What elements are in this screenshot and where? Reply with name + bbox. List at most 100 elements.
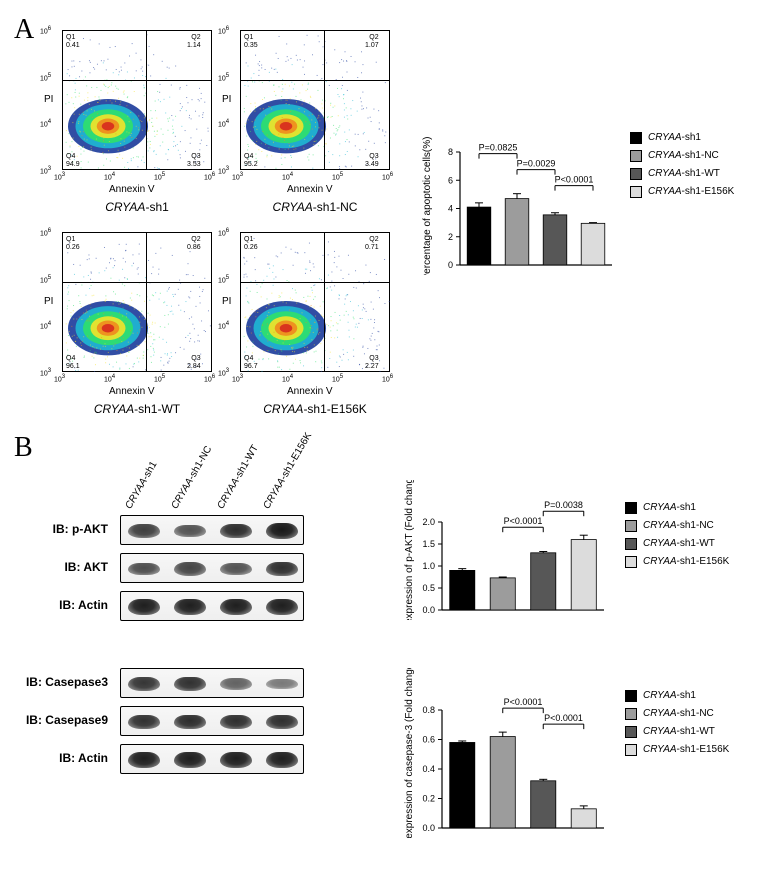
wb-band [266, 562, 298, 576]
legend-label: CRYAA-sh1 [643, 500, 696, 516]
apoptosis-bar-chart: 0 2 4 6 8 Percentage of apoptotic cells(%) P=0… [418, 110, 618, 275]
legend-swatch [630, 132, 642, 144]
wb-band [174, 715, 206, 730]
wb-band [220, 715, 252, 729]
wb-band [128, 563, 160, 576]
legend-item: CRYAA-sh1 [630, 130, 734, 146]
flow-y-axis-label: PI [44, 296, 53, 307]
wb-lane-label: CRYAA-sh1-E156K [261, 431, 314, 511]
wb-row-label: IB: AKT [18, 560, 108, 574]
flow-plot-caption: CRYAA-sh1-E156K [230, 402, 400, 416]
legend-swatch [625, 744, 637, 756]
legend-swatch [625, 556, 637, 568]
wb-strip [120, 744, 304, 774]
svg-text:0.4: 0.4 [422, 764, 435, 774]
flow-plot-caption: CRYAA-sh1-WT [52, 402, 222, 416]
wb-band [174, 752, 206, 767]
svg-text:0.0: 0.0 [422, 823, 435, 833]
legend-swatch [630, 168, 642, 180]
wb-row-label: IB: Actin [18, 598, 108, 612]
legend-item: CRYAA-sh1-WT [630, 166, 734, 182]
flow-plot: Q1 0.35Q2 1.07Q3 3.49Q4 95.2PIAnnexin V1… [240, 30, 390, 170]
legend-label: CRYAA-sh1-WT [643, 724, 715, 740]
svg-text:Percentage of apoptotic cells(: Percentage of apoptotic cells(%) [422, 137, 433, 275]
wb-band [128, 599, 160, 614]
svg-text:0.5: 0.5 [422, 583, 435, 593]
svg-text:Relative expression of casepas: Relative expression of casepase-3 (Fold … [404, 668, 415, 838]
legend-item: CRYAA-sh1-NC [625, 706, 729, 722]
flow-plot: Q1 0.26Q2 0.86Q3 2.84Q4 96.1PIAnnexin V1… [62, 232, 212, 372]
legend-label: CRYAA-sh1-WT [643, 536, 715, 552]
caspase3-bar-chart: 0.00.20.40.60.8Relative expression of ca… [400, 668, 610, 838]
legend-swatch [625, 726, 637, 738]
wb-band [174, 599, 206, 614]
panel-letter-b: B [14, 432, 33, 464]
svg-text:P<0.0001: P<0.0001 [504, 516, 543, 526]
wb-band [220, 752, 252, 767]
legend-label: CRYAA-sh1 [648, 130, 701, 146]
wb-band [128, 752, 160, 767]
wb-lane-label: CRYAA-sh1-NC [169, 444, 214, 511]
legend-item: CRYAA-sh1-WT [625, 536, 729, 552]
legend-label: CRYAA-sh1-E156K [643, 554, 729, 570]
svg-text:P<0.0001: P<0.0001 [544, 713, 583, 723]
legend-label: CRYAA-sh1-NC [643, 518, 714, 534]
legend-item: CRYAA-sh1-E156K [625, 554, 729, 570]
svg-text:6: 6 [448, 175, 453, 185]
legend-swatch [630, 150, 642, 162]
legend-label: CRYAA-sh1-NC [648, 148, 719, 164]
svg-text:2.0: 2.0 [422, 517, 435, 527]
wb-band [266, 523, 298, 539]
flow-x-axis-label: Annexin V [287, 386, 333, 397]
legend-item: CRYAA-sh1 [625, 688, 729, 704]
svg-text:0.0: 0.0 [422, 605, 435, 615]
flow-y-axis-label: PI [222, 296, 231, 307]
legend-item: CRYAA-sh1-E156K [630, 184, 734, 200]
svg-text:P=0.0038: P=0.0038 [544, 500, 583, 510]
legend-swatch [625, 502, 637, 514]
wb-band [266, 752, 298, 767]
flow-x-axis-label: Annexin V [109, 386, 155, 397]
legend-caspase3: CRYAA-sh1 CRYAA-sh1-NC CRYAA-sh1-WT CRYAA-s… [625, 688, 729, 760]
svg-text:P=0.0825: P=0.0825 [479, 143, 518, 153]
wb-row-label: IB: Actin [18, 751, 108, 765]
svg-text:2: 2 [448, 232, 453, 242]
panel-letter-a: A [14, 14, 34, 46]
legend-item: CRYAA-sh1 [625, 500, 729, 516]
legend-pakt: CRYAA-sh1 CRYAA-sh1-NC CRYAA-sh1-WT CRYAA-s… [625, 500, 729, 572]
wb-band [128, 524, 160, 538]
legend-label: CRYAA-sh1-WT [648, 166, 720, 182]
legend-label: CRYAA-sh1-E156K [643, 742, 729, 758]
wb-row-label: IB: Casepase9 [18, 713, 108, 727]
wb-strip [120, 515, 304, 545]
flow-plot-caption: CRYAA-sh1-NC [230, 200, 400, 214]
wb-lane-label: CRYAA-sh1 [123, 460, 159, 511]
wb-band [174, 677, 206, 691]
legend-label: CRYAA-sh1-E156K [648, 184, 734, 200]
legend-swatch [625, 520, 637, 532]
svg-text:Relative expression of p-AKT (: Relative expression of p-AKT (Fold chang… [404, 480, 415, 620]
wb-row-label: IB: Casepase3 [18, 675, 108, 689]
wb-strip [120, 591, 304, 621]
svg-text:8: 8 [448, 147, 453, 157]
wb-band [220, 678, 252, 690]
flow-plot: Q1 0.41Q2 1.14Q3 3.53Q4 94.9PIAnnexin V1… [62, 30, 212, 170]
wb-strip [120, 706, 304, 736]
svg-text:4: 4 [448, 204, 453, 214]
legend-swatch [625, 708, 637, 720]
legend-label: CRYAA-sh1 [643, 688, 696, 704]
flow-y-axis-label: PI [44, 94, 53, 105]
wb-strip [120, 668, 304, 698]
legend-item: CRYAA-sh1-NC [630, 148, 734, 164]
wb-band [220, 563, 252, 575]
wb-strip [120, 553, 304, 583]
wb-band [220, 524, 252, 539]
wb-band [220, 599, 252, 614]
legend-swatch [630, 186, 642, 198]
wb-band [266, 679, 298, 689]
flow-plot: Q1 0.26Q2 0.71Q3 2.27Q4 96.7PIAnnexin V1… [240, 232, 390, 372]
wb-band [128, 715, 160, 729]
wb-band [128, 677, 160, 691]
wb-lane-label: CRYAA-sh1-WT [215, 443, 260, 511]
svg-text:0: 0 [448, 260, 453, 270]
